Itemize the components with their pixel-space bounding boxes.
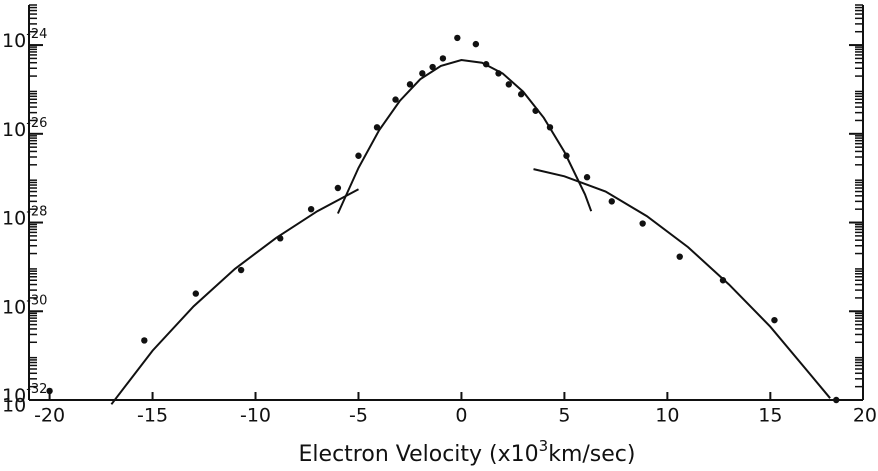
y-tick-exp: -32	[26, 382, 47, 397]
data-point	[334, 184, 342, 192]
fit-curve	[533, 168, 831, 399]
x-tick-label: 10	[655, 405, 679, 427]
fit-curve	[336, 58, 593, 214]
x-tick-label: 5	[558, 405, 570, 427]
y-tick-base: 10	[2, 385, 26, 407]
x-label-sup: 3	[539, 437, 549, 455]
data-point	[833, 396, 840, 404]
corner-label: 10	[2, 395, 26, 417]
data-point	[771, 316, 778, 324]
fit-curve	[110, 188, 359, 405]
data-point	[472, 40, 480, 48]
y-tick-label: 10-28	[2, 204, 47, 229]
y-tick-label: 10-24	[2, 27, 47, 52]
y-tick-label: 10-30	[2, 293, 47, 318]
x-tick-label: -10	[240, 405, 271, 427]
x-tick-label: 20	[853, 405, 877, 427]
data-point	[307, 205, 315, 213]
data-point	[583, 174, 591, 181]
data-point	[373, 124, 381, 131]
y-tick-exp: -26	[26, 115, 47, 130]
data-point	[439, 55, 447, 62]
y-tick-exp: -24	[26, 27, 47, 42]
data-point	[419, 70, 426, 77]
data-point	[355, 152, 362, 159]
data-point	[406, 81, 414, 88]
data-point	[237, 266, 245, 274]
x-label-end: km/sec)	[548, 442, 635, 467]
data-point	[532, 107, 539, 114]
data-point	[563, 152, 570, 159]
data-point	[517, 91, 525, 98]
data-point	[719, 277, 727, 284]
data-point	[454, 34, 461, 42]
data-point	[495, 70, 502, 77]
y-tick-base: 10	[2, 118, 26, 140]
x-axis-label: Electron Velocity (x103km/sec)	[299, 437, 636, 468]
data-point	[546, 124, 554, 131]
y-tick-base: 10	[2, 207, 26, 229]
data-point	[46, 387, 53, 395]
data-point	[505, 81, 513, 88]
x-tick-label: -5	[349, 405, 368, 427]
data-point	[192, 290, 199, 297]
data-point	[482, 61, 490, 68]
data-point	[392, 96, 399, 103]
y-tick-exp: -28	[26, 204, 47, 219]
x-tick-label: 15	[758, 405, 782, 427]
y-tick-exp: -30	[26, 293, 47, 308]
y-tick-base: 10	[2, 296, 26, 318]
y-tick-base: 10	[2, 30, 26, 52]
x-label-main: Electron Velocity (x10	[299, 442, 539, 467]
y-tick-label: 10-32	[2, 382, 47, 407]
y-tick-label: 10-26	[2, 115, 47, 140]
data-point	[676, 253, 683, 260]
x-tick-label: -20	[34, 405, 65, 427]
data-point	[639, 220, 646, 227]
data-point	[608, 198, 615, 205]
x-tick-label: 0	[455, 405, 467, 427]
data-point	[141, 337, 148, 344]
data-point	[277, 235, 284, 242]
data-point	[429, 63, 436, 71]
x-tick-label: -15	[137, 405, 168, 427]
